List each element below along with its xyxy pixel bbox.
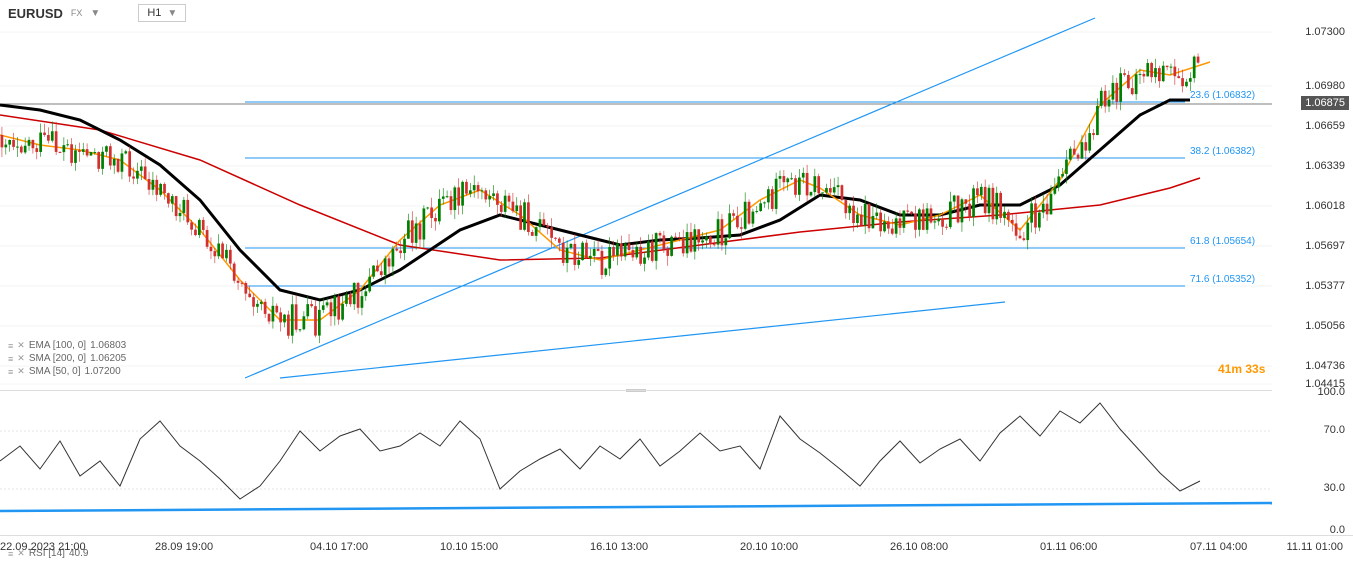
time-tick-label: 26.10 08:00 bbox=[890, 541, 948, 553]
candlesticks bbox=[1, 53, 1200, 343]
ema100-line bbox=[0, 100, 1190, 300]
fib-level-label: 61.8 (1.05654) bbox=[1190, 236, 1255, 247]
time-tick-label: 28.09 19:00 bbox=[155, 541, 213, 553]
time-tick-label: 04.10 17:00 bbox=[310, 541, 368, 553]
legend-lines-icon: ≡ bbox=[8, 341, 13, 351]
indicator-legend-item[interactable]: ≡ ✕ SMA [50, 0] 1.07200 bbox=[8, 366, 121, 377]
timeframe-dropdown-icon: ▼ bbox=[167, 8, 177, 19]
price-tick-label: 1.06659 bbox=[1305, 120, 1345, 132]
current-price-tag: 1.06875 bbox=[1301, 96, 1349, 110]
fib-level-label: 71.6 (1.05352) bbox=[1190, 274, 1255, 285]
price-tick-label: 1.05697 bbox=[1305, 240, 1345, 252]
chart-container: EURUSD FX ▼ H1 ▼ 1.073001.069801.066591.… bbox=[0, 0, 1353, 573]
rsi-axis: 100.070.030.00.0 bbox=[1272, 390, 1353, 535]
legend-close-icon[interactable]: ✕ bbox=[17, 353, 25, 364]
time-tick-label: 10.10 15:00 bbox=[440, 541, 498, 553]
rsi-line bbox=[0, 403, 1200, 499]
indicator-value: 1.07200 bbox=[85, 366, 121, 377]
indicator-legend-item[interactable]: ≡ ✕ SMA [200, 0] 1.06205 bbox=[8, 353, 126, 364]
price-tick-label: 1.06018 bbox=[1305, 200, 1345, 212]
price-tick-label: 1.06980 bbox=[1305, 80, 1345, 92]
price-grid bbox=[0, 32, 1272, 384]
candle-countdown: 41m 33s bbox=[1218, 362, 1265, 376]
price-tick-label: 1.07300 bbox=[1305, 26, 1345, 38]
rsi-grid bbox=[0, 431, 1272, 489]
timeframe-selector[interactable]: H1 ▼ bbox=[138, 4, 186, 22]
indicator-value: 1.06205 bbox=[90, 353, 126, 364]
sma50-line bbox=[0, 62, 1210, 320]
price-tick-label: 1.05377 bbox=[1305, 280, 1345, 292]
rsi-panel[interactable] bbox=[0, 390, 1272, 535]
rsi-tick-label: 30.0 bbox=[1324, 482, 1345, 494]
time-axis: 11.11 01:00 22.09.2023 21:00 28.09 19:00 0… bbox=[0, 535, 1353, 573]
price-tick-label: 1.05056 bbox=[1305, 320, 1345, 332]
market-label: FX bbox=[71, 8, 83, 18]
time-tick-label: 07.11 04:00 bbox=[1190, 541, 1247, 553]
time-label-future: 11.11 01:00 bbox=[1287, 541, 1343, 553]
chart-toolbar: EURUSD FX ▼ H1 ▼ bbox=[8, 4, 186, 22]
fib-level-label: 23.6 (1.06832) bbox=[1190, 90, 1255, 101]
time-tick-label: 16.10 13:00 bbox=[590, 541, 648, 553]
price-tick-label: 1.06339 bbox=[1305, 160, 1345, 172]
time-tick-label: 01.11 06:00 bbox=[1040, 541, 1097, 553]
timeframe-label: H1 bbox=[147, 7, 161, 19]
legend-lines-icon: ≡ bbox=[8, 354, 13, 364]
indicator-name: SMA [200, 0] bbox=[29, 353, 86, 364]
legend-close-icon[interactable]: ✕ bbox=[17, 366, 25, 377]
price-axis: 1.07300 1.06980 1.06659 1.06339 1.06018 1.056… bbox=[1272, 0, 1353, 390]
rsi-tick-label: 70.0 bbox=[1324, 424, 1345, 436]
indicator-value: 1.06803 bbox=[90, 340, 126, 351]
price-tick-label: 1.04736 bbox=[1305, 360, 1345, 372]
time-tick-label: 22.09.2023 21:00 bbox=[0, 541, 86, 553]
legend-close-icon[interactable]: ✕ bbox=[17, 340, 25, 351]
indicator-name: EMA [100, 0] bbox=[29, 340, 86, 351]
indicator-name: SMA [50, 0] bbox=[29, 366, 81, 377]
symbol-label[interactable]: EURUSD bbox=[8, 6, 63, 21]
legend-lines-icon: ≡ bbox=[8, 367, 13, 377]
rsi-support-line bbox=[0, 503, 1272, 511]
time-tick-label: 20.10 10:00 bbox=[740, 541, 798, 553]
price-chart[interactable] bbox=[0, 0, 1272, 390]
symbol-dropdown-icon[interactable]: ▼ bbox=[90, 8, 100, 19]
indicator-legend-item[interactable]: ≡ ✕ EMA [100, 0] 1.06803 bbox=[8, 340, 126, 351]
fib-level-label: 38.2 (1.06382) bbox=[1190, 146, 1255, 157]
trend-lines bbox=[245, 18, 1095, 378]
rsi-tick-label: 100.0 bbox=[1317, 386, 1345, 398]
